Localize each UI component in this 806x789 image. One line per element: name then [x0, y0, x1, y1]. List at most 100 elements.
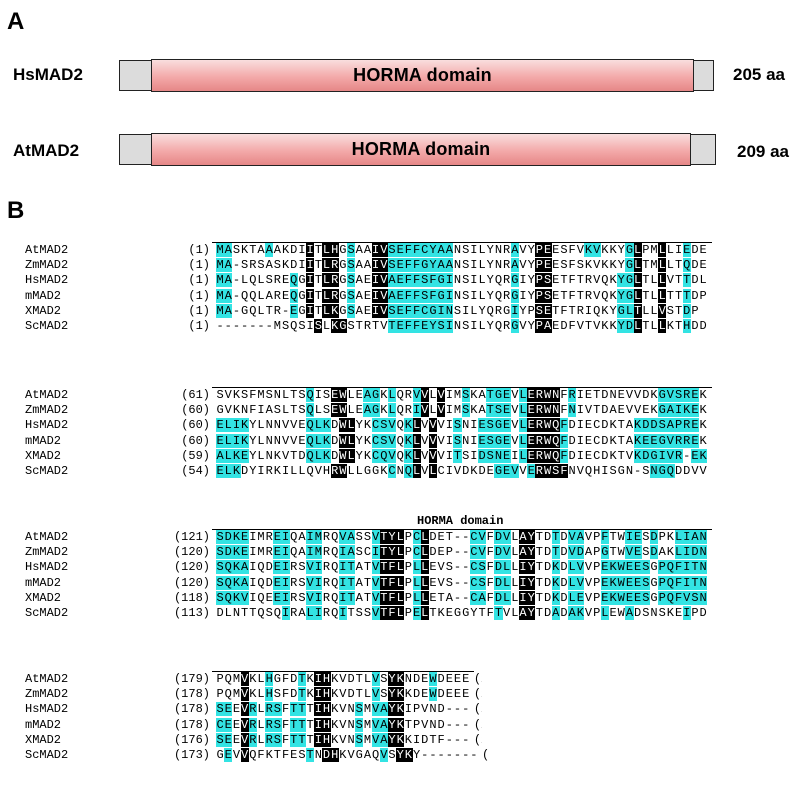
residue: V — [593, 288, 601, 303]
residue: G — [437, 273, 446, 288]
residue: A — [379, 732, 388, 747]
residue: V — [290, 433, 298, 448]
residue: S — [576, 258, 584, 273]
residue: C — [593, 418, 601, 433]
residue: V — [281, 433, 290, 448]
residue: D — [543, 575, 552, 590]
residue: R — [535, 464, 544, 478]
residue: E — [396, 258, 405, 273]
residue: L — [666, 243, 674, 257]
residue: A — [355, 590, 363, 605]
residue: R — [535, 448, 544, 463]
residue: L — [502, 560, 511, 575]
residue: L — [650, 303, 658, 318]
residue: E — [281, 288, 290, 303]
residue: G — [241, 303, 249, 318]
residue: E — [690, 418, 700, 433]
residue: D — [224, 545, 233, 560]
residue: - — [462, 590, 470, 605]
residue: L — [511, 560, 519, 575]
residue: T — [249, 243, 257, 257]
residue: W — [338, 418, 347, 433]
residue: D — [290, 258, 298, 273]
residue: N — [265, 448, 273, 463]
residue: S — [462, 448, 470, 463]
residue: M — [216, 288, 225, 303]
protein-name: HsMAD2 — [13, 65, 83, 84]
residue: N — [453, 273, 462, 288]
residue: E — [396, 288, 405, 303]
residue: E — [462, 687, 470, 702]
residue: K — [396, 687, 405, 702]
residue: E — [699, 258, 707, 273]
alignment-row: ScMAD2 (173) G E V V Q F K T F E S T N D H K V G A Q V S Y K Y - - - -… — [0, 748, 806, 762]
residue: E — [502, 388, 511, 402]
residue: E — [290, 748, 298, 762]
residue: S — [232, 243, 241, 257]
residue: V — [371, 606, 380, 620]
residue: Y — [355, 418, 363, 433]
residue: M — [650, 243, 658, 257]
residue: N — [453, 243, 462, 257]
residue: G — [273, 672, 281, 686]
residue: A — [355, 243, 363, 257]
residue: T — [560, 288, 568, 303]
residue: V — [593, 319, 601, 333]
residue: S — [355, 606, 363, 620]
residue: K — [609, 433, 617, 448]
residue: V — [510, 464, 519, 478]
residue: F — [486, 590, 494, 605]
residue: T — [609, 545, 617, 560]
residue: P — [699, 288, 707, 303]
residue: L — [257, 672, 265, 686]
residue: F — [568, 243, 576, 257]
residue: N — [314, 748, 322, 762]
residue: V — [421, 702, 429, 717]
residue: Y — [527, 243, 535, 257]
residue: S — [461, 388, 470, 402]
start-position: (173) — [173, 748, 210, 762]
residue: Q — [331, 575, 339, 590]
residue: L — [658, 319, 667, 333]
residue: V — [511, 388, 519, 402]
start-position: (60) — [181, 403, 210, 418]
residue: A — [568, 606, 577, 620]
residue: Y — [387, 687, 397, 702]
residue: I — [470, 258, 478, 273]
residue: W — [617, 590, 626, 605]
residue: L — [314, 418, 323, 433]
residue: D — [674, 464, 683, 478]
residue: P — [593, 560, 601, 575]
residue: N — [462, 418, 470, 433]
residue: D — [641, 418, 650, 433]
residue: L — [224, 418, 233, 433]
residue: W — [338, 403, 347, 418]
residue: I — [470, 433, 478, 448]
residue: F — [559, 433, 569, 448]
residue: N — [699, 530, 708, 544]
residue: I — [257, 403, 265, 418]
residue: I — [462, 303, 470, 318]
species-name: AtMAD2 — [25, 530, 69, 544]
residue: D — [298, 448, 306, 463]
residue: F — [412, 303, 421, 318]
residue: E — [224, 748, 233, 762]
residue: G — [617, 303, 626, 318]
residue: S — [265, 388, 273, 402]
residue: V — [306, 575, 315, 590]
residue: I — [412, 403, 421, 418]
alignment-row: XMAD2 (118) S Q K V I Q E E I R S V I R Q I T A T V T F L P L L E T A -… — [0, 590, 806, 605]
residue: P — [527, 303, 535, 318]
residue: G — [510, 273, 519, 288]
residue: D — [216, 606, 224, 620]
residue: Q — [331, 606, 339, 620]
residue: P — [412, 702, 421, 717]
residue: R — [568, 388, 577, 402]
residue: D — [601, 403, 609, 418]
residue: I — [682, 545, 691, 560]
residue: W — [617, 530, 625, 544]
residue: S — [298, 590, 306, 605]
residue: T — [617, 448, 625, 463]
